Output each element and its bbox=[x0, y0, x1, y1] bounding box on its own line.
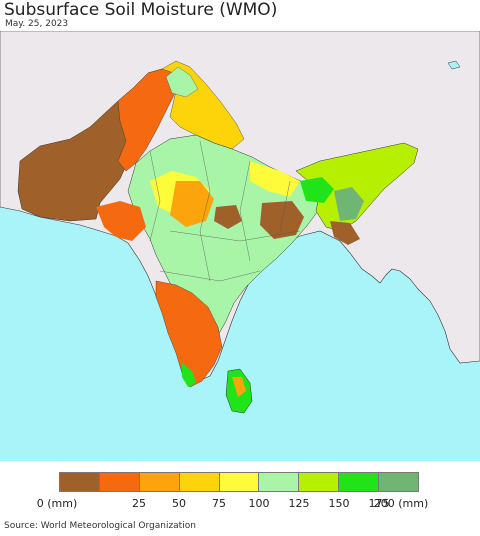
region-northeast-green bbox=[295, 142, 419, 232]
legend-label-6: 150 bbox=[328, 497, 350, 510]
patch-bright-green bbox=[300, 177, 334, 203]
patch-gujarat-orange bbox=[96, 201, 146, 241]
color-legend bbox=[59, 472, 419, 492]
legend-swatch-2 bbox=[139, 473, 180, 491]
legend-label-7: 175 bbox=[368, 497, 390, 510]
legend-label-2: 50 bbox=[172, 497, 186, 510]
legend-swatch-5 bbox=[259, 473, 300, 491]
legend-label-5: 125 bbox=[288, 497, 310, 510]
map-title: Subsurface Soil Moisture (WMO) bbox=[4, 0, 278, 20]
patch-bangladesh-brown bbox=[330, 221, 360, 245]
region-south-orange bbox=[155, 280, 223, 388]
legend-label-1: 25 bbox=[132, 497, 146, 510]
legend-swatch-3 bbox=[179, 473, 220, 491]
patch-brown-2 bbox=[214, 205, 242, 229]
legend-swatch-4 bbox=[219, 473, 260, 491]
internal-borders bbox=[149, 140, 301, 282]
patch-darkgreen bbox=[334, 187, 364, 221]
region-north-orange bbox=[117, 66, 181, 172]
legend-label-0: 0 (mm) bbox=[36, 497, 78, 510]
sri-lanka-orange bbox=[232, 377, 246, 397]
patch-east-yellow bbox=[250, 161, 300, 197]
source-note: Source: World Meteorological Organizatio… bbox=[4, 521, 196, 531]
legend-swatch-1 bbox=[99, 473, 140, 491]
legend-swatch-0 bbox=[60, 473, 100, 491]
soil-moisture-map bbox=[0, 31, 480, 461]
region-kashmir-green bbox=[165, 66, 199, 98]
patch-central-orange bbox=[170, 181, 214, 227]
legend-label-3: 75 bbox=[212, 497, 226, 510]
legend-swatch-7 bbox=[339, 473, 380, 491]
legend-swatch-8 bbox=[379, 473, 419, 491]
region-west-coast-green bbox=[182, 363, 196, 387]
map-date: May. 25, 2023 bbox=[5, 19, 69, 29]
small-lake bbox=[447, 60, 461, 70]
legend-swatch-6 bbox=[299, 473, 340, 491]
legend-label-4: 100 bbox=[248, 497, 270, 510]
legend-label-8: 200 (mm) bbox=[373, 497, 429, 510]
